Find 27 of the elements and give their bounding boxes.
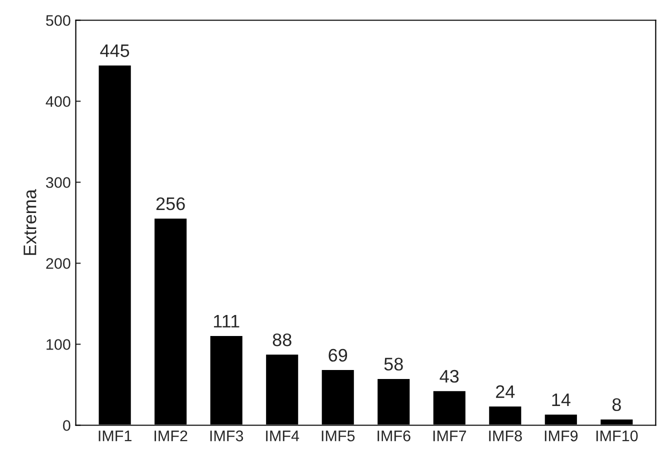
y-tick-label: 200 [46, 258, 70, 269]
y-axis-title: Extrema [24, 189, 36, 255]
x-tick-label: IMF10 [596, 430, 638, 442]
data-label: 58 [384, 358, 403, 371]
x-tick-label: IMF6 [378, 430, 410, 442]
x-tick-label: IMF5 [322, 430, 355, 442]
data-label: 43 [440, 370, 459, 383]
y-tick-label: 400 [46, 96, 70, 107]
x-tick-label: IMF4 [266, 430, 300, 442]
data-label: 24 [496, 385, 515, 398]
x-tick-label: IMF2 [154, 430, 188, 442]
y-tick-label: 100 [46, 339, 70, 350]
x-tick-label: IMF9 [544, 430, 578, 442]
data-label: 8 [612, 398, 621, 412]
data-label: 88 [272, 333, 292, 346]
data-label: 111 [214, 315, 240, 328]
x-tick-label: IMF8 [489, 430, 522, 442]
y-tick-label: 300 [46, 177, 70, 188]
data-label: 14 [552, 394, 570, 406]
x-tick-label: IMF7 [433, 430, 466, 442]
data-label: 256 [156, 197, 185, 210]
data-label: 445 [100, 44, 130, 58]
x-tick-label: IMF1 [98, 430, 132, 442]
y-tick-label: 0 [63, 420, 70, 431]
data-label: 69 [328, 348, 348, 362]
x-tick-label: IMF3 [210, 430, 244, 442]
y-tick-label: 500 [46, 15, 70, 26]
